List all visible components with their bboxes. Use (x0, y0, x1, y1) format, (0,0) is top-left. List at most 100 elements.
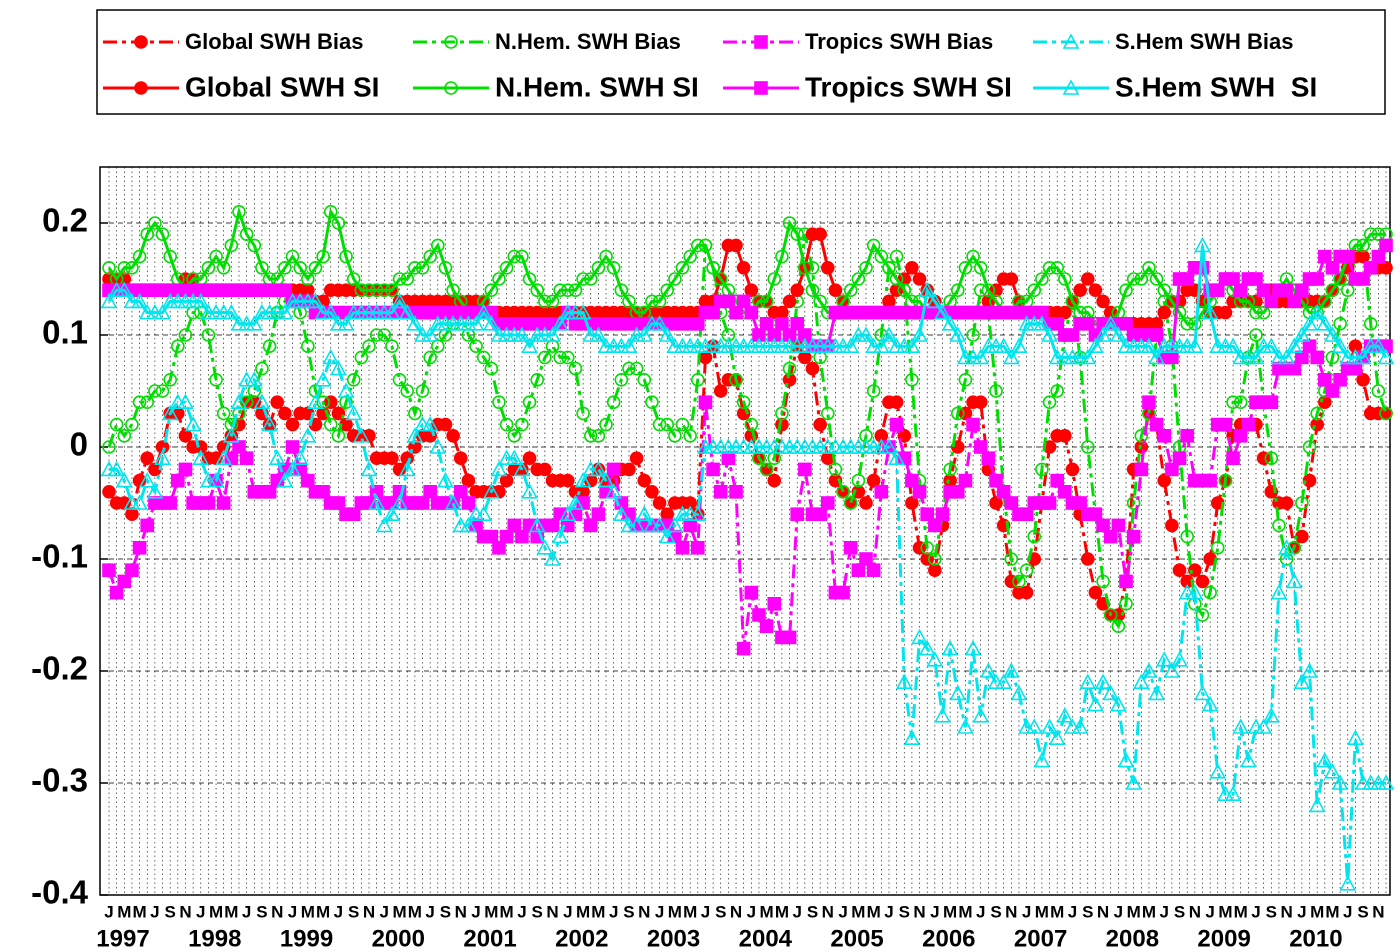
marker (1295, 283, 1309, 298)
marker (612, 505, 630, 521)
marker (1042, 496, 1057, 510)
marker (583, 272, 598, 286)
marker (1103, 608, 1118, 622)
marker (391, 494, 408, 510)
marker (331, 496, 346, 510)
marker (782, 630, 797, 645)
marker (408, 406, 422, 421)
marker (1363, 227, 1378, 241)
marker (421, 326, 439, 342)
marker (140, 518, 155, 533)
marker (1062, 33, 1080, 49)
marker (736, 294, 751, 309)
marker (431, 238, 445, 253)
marker (1157, 473, 1172, 488)
marker (1165, 350, 1179, 365)
marker (628, 516, 645, 533)
marker (1102, 684, 1120, 701)
marker (132, 249, 147, 264)
marker (989, 473, 1003, 488)
marker (683, 518, 697, 533)
marker (698, 350, 713, 365)
marker (1142, 260, 1156, 275)
marker (155, 440, 170, 454)
marker (400, 384, 415, 398)
marker (928, 552, 942, 566)
marker (276, 471, 294, 488)
x-tick-label: S (990, 902, 1001, 921)
marker (1058, 484, 1072, 499)
marker (843, 283, 858, 298)
marker (461, 496, 476, 510)
marker (912, 272, 927, 286)
marker (339, 249, 353, 264)
marker (316, 484, 330, 499)
marker (911, 326, 928, 342)
marker (484, 283, 499, 298)
marker (1050, 473, 1064, 488)
marker (736, 395, 751, 410)
x-tick-label: S (623, 902, 634, 921)
marker (322, 348, 340, 365)
marker (1295, 350, 1309, 365)
marker (132, 540, 147, 555)
marker (782, 328, 797, 342)
marker (109, 417, 124, 432)
series-line (107, 343, 1386, 649)
marker (262, 339, 277, 354)
marker (606, 462, 621, 477)
x-tick-label: M (500, 902, 514, 921)
marker (406, 315, 424, 331)
marker (658, 527, 676, 544)
marker (431, 339, 445, 354)
marker (614, 372, 629, 387)
marker (1096, 294, 1110, 309)
marker (744, 305, 759, 320)
marker (1132, 673, 1150, 689)
marker (505, 449, 523, 465)
marker (314, 371, 332, 387)
marker (798, 328, 812, 342)
marker (782, 216, 797, 230)
marker (1149, 328, 1164, 342)
marker (836, 484, 850, 499)
x-tick-label: S (256, 902, 267, 921)
y-tick-label: 0 (70, 426, 88, 463)
marker (1073, 496, 1087, 510)
marker (551, 315, 569, 331)
marker (1194, 236, 1211, 253)
marker (1012, 574, 1026, 589)
marker (1295, 496, 1309, 510)
marker (140, 395, 155, 410)
marker (1087, 337, 1104, 353)
marker (790, 283, 805, 298)
marker (171, 339, 185, 354)
marker (905, 473, 919, 488)
marker (1180, 529, 1194, 544)
marker (178, 462, 193, 477)
marker (1002, 348, 1020, 365)
marker (1278, 539, 1295, 555)
marker (522, 395, 537, 410)
marker (513, 460, 531, 477)
marker (362, 283, 376, 298)
marker (1035, 272, 1049, 286)
x-tick-label: M (392, 902, 406, 921)
marker (1062, 79, 1080, 95)
marker (859, 496, 873, 510)
x-tick-label: N (546, 902, 558, 921)
marker (597, 471, 615, 488)
marker (178, 328, 193, 342)
marker (1371, 384, 1386, 398)
x-tick-label: S (1266, 902, 1277, 921)
marker (377, 328, 392, 342)
marker (995, 337, 1012, 353)
marker (973, 395, 988, 410)
marker (958, 372, 973, 387)
marker (698, 238, 713, 253)
marker (421, 415, 439, 432)
marker (637, 473, 652, 488)
marker (444, 494, 462, 510)
marker (1080, 316, 1095, 331)
